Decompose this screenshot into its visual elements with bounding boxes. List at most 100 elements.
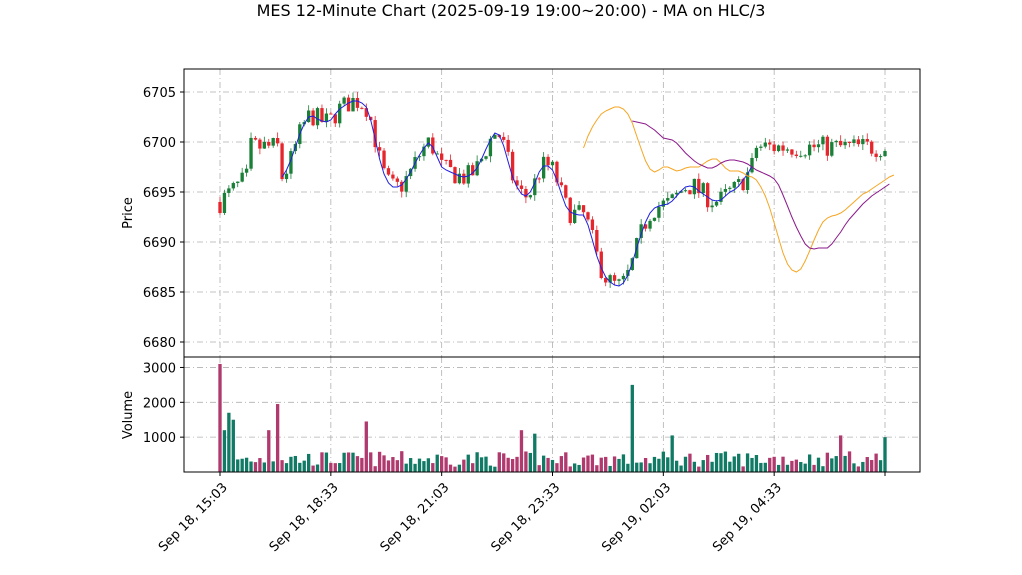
volume-bar [422,461,426,472]
candle-body [351,97,355,112]
candle-body [865,139,869,142]
candle-body [878,156,883,158]
volume-bar [426,458,431,472]
candle-body [488,138,493,157]
volume-bar [244,457,249,472]
candle-body [701,183,705,194]
candle-body [426,137,431,147]
candle-body [369,116,373,121]
candle-body [395,178,399,182]
volume-bar [621,454,626,472]
volume-bar [280,460,284,472]
candle-body [577,205,581,210]
candle-body [599,251,603,279]
candle-body [244,168,249,173]
ma-fast-line [281,100,753,287]
candle-body [320,108,324,122]
candle-body [227,188,231,193]
volume-bar [293,455,298,472]
candle-body [267,141,271,146]
volume-y-axis: 1000 2000 3000 [143,361,184,446]
volume-bar [878,460,883,472]
candle-body [360,107,364,109]
volume-bar [648,463,652,472]
candle-body [741,179,745,191]
candle-body [626,270,630,276]
volume-bar [484,456,488,472]
volume-bar [479,457,484,472]
volume-bar [258,458,262,472]
volume-bar [688,453,692,472]
volume-bar [865,457,869,472]
candle-body [528,195,532,198]
candle-body [541,156,546,179]
x-tick-label: Sep 18, 21:03 [378,480,453,555]
volume-tick-label: 2000 [143,396,176,411]
volume-bar [386,460,391,472]
price-candles [218,92,887,288]
candle-body [373,120,377,148]
volume-bar [666,457,670,472]
volume-bar [564,452,568,472]
candle-body [537,178,541,180]
candle-body [643,224,648,229]
candle-body [417,156,422,158]
volume-bar [816,457,821,472]
candle-body [790,149,794,155]
volume-bar [617,458,621,472]
volume-bar [275,404,280,472]
candle-body [674,192,679,195]
volume-bar [706,454,710,472]
volume-axis-label: Volume [121,391,136,439]
candle-body [799,155,803,157]
candle-body [856,139,861,145]
volume-bar [599,457,603,472]
volume-bar [630,384,634,472]
candle-body [830,142,834,156]
x-tick-label: Sep 18, 18:33 [267,480,342,555]
volume-bar [870,459,874,472]
volume-bar [639,462,643,472]
volume-bar [289,456,293,472]
ma-slow-line [632,120,890,250]
volume-bar [227,412,231,472]
candle-body [493,134,497,139]
candle-body [763,142,767,147]
volume-tick-label: 3000 [143,361,176,376]
volume-bar [555,463,559,472]
candle-body [453,167,457,184]
candle-body [617,279,621,281]
candle-body [874,153,878,157]
price-panel: 6680 6685 6690 6695 6700 6705 Price [121,68,921,358]
candle-body [604,278,608,283]
volume-bar [825,452,830,472]
price-axis-label: Price [121,197,136,229]
candle-body [222,192,227,213]
volume-bar [222,430,227,472]
price-tick-label: 6690 [143,236,176,251]
candle-body [333,114,337,124]
volume-bar [714,452,719,472]
candle-body [776,145,781,152]
candle-body [870,141,874,154]
candle-body [621,275,626,280]
volume-bar [400,451,404,472]
volume-bar [652,456,657,472]
volume-bar [537,465,541,472]
volume-bar [342,452,346,472]
volume-bar [262,462,266,472]
volume-bar [395,460,399,472]
candle-body [750,157,754,173]
candle-body [807,144,812,156]
volume-bar [834,456,838,472]
candle-body [847,141,852,144]
candle-body [382,150,386,169]
candle-body [852,139,856,144]
volume-bar [768,457,772,472]
volume-bar [772,456,776,472]
volume-bar [586,455,590,472]
candle-body [240,172,244,182]
candle-body [324,113,329,122]
candle-body [346,97,351,112]
volume-bar [830,458,834,472]
